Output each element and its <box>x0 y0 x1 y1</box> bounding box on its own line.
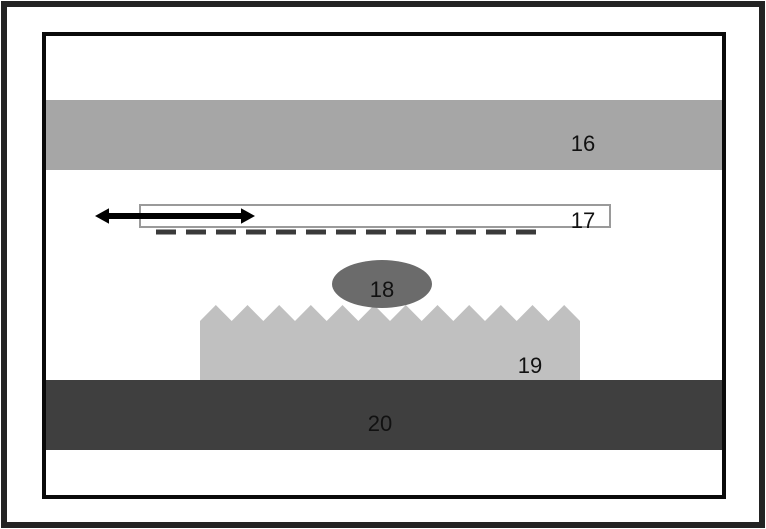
label-17: 17 <box>571 208 595 233</box>
label-16: 16 <box>571 131 595 156</box>
label-19: 19 <box>518 353 542 378</box>
label-20: 20 <box>368 411 392 436</box>
layer-top_band <box>46 100 722 170</box>
label-18: 18 <box>370 277 394 302</box>
diagram-canvas: 16 20 19 18 17 <box>0 0 766 529</box>
